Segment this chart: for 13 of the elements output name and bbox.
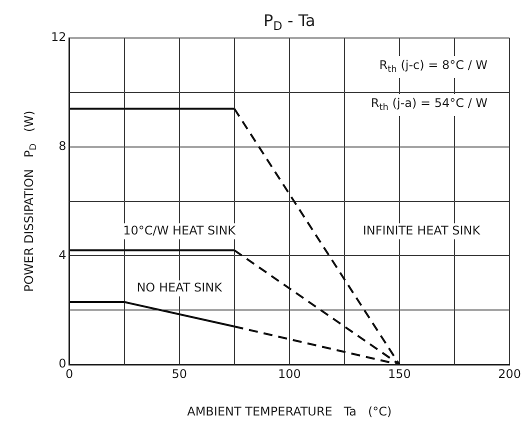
y-tick-label: 12 (50, 30, 66, 44)
text: POWER DISSIPATION PD (W) (22, 110, 39, 292)
y-tick-label: 0 (58, 356, 66, 371)
x-tick-label: 150 (388, 366, 411, 381)
x-tick-label: 100 (278, 366, 301, 381)
y-tick-label: 8 (58, 138, 66, 153)
annotation: 10°C/W HEAT SINK (123, 223, 237, 238)
y-tick-label: 4 (58, 248, 66, 262)
annotation: INFINITE HEAT SINK (362, 223, 482, 238)
annotation: NO HEAT SINK (136, 280, 224, 295)
x-tick-label: 50 (172, 366, 187, 381)
x-tick-label: 200 (498, 366, 521, 381)
x-axis-title: AMBIENT TEMPERATURE Ta (°C) (187, 404, 392, 419)
